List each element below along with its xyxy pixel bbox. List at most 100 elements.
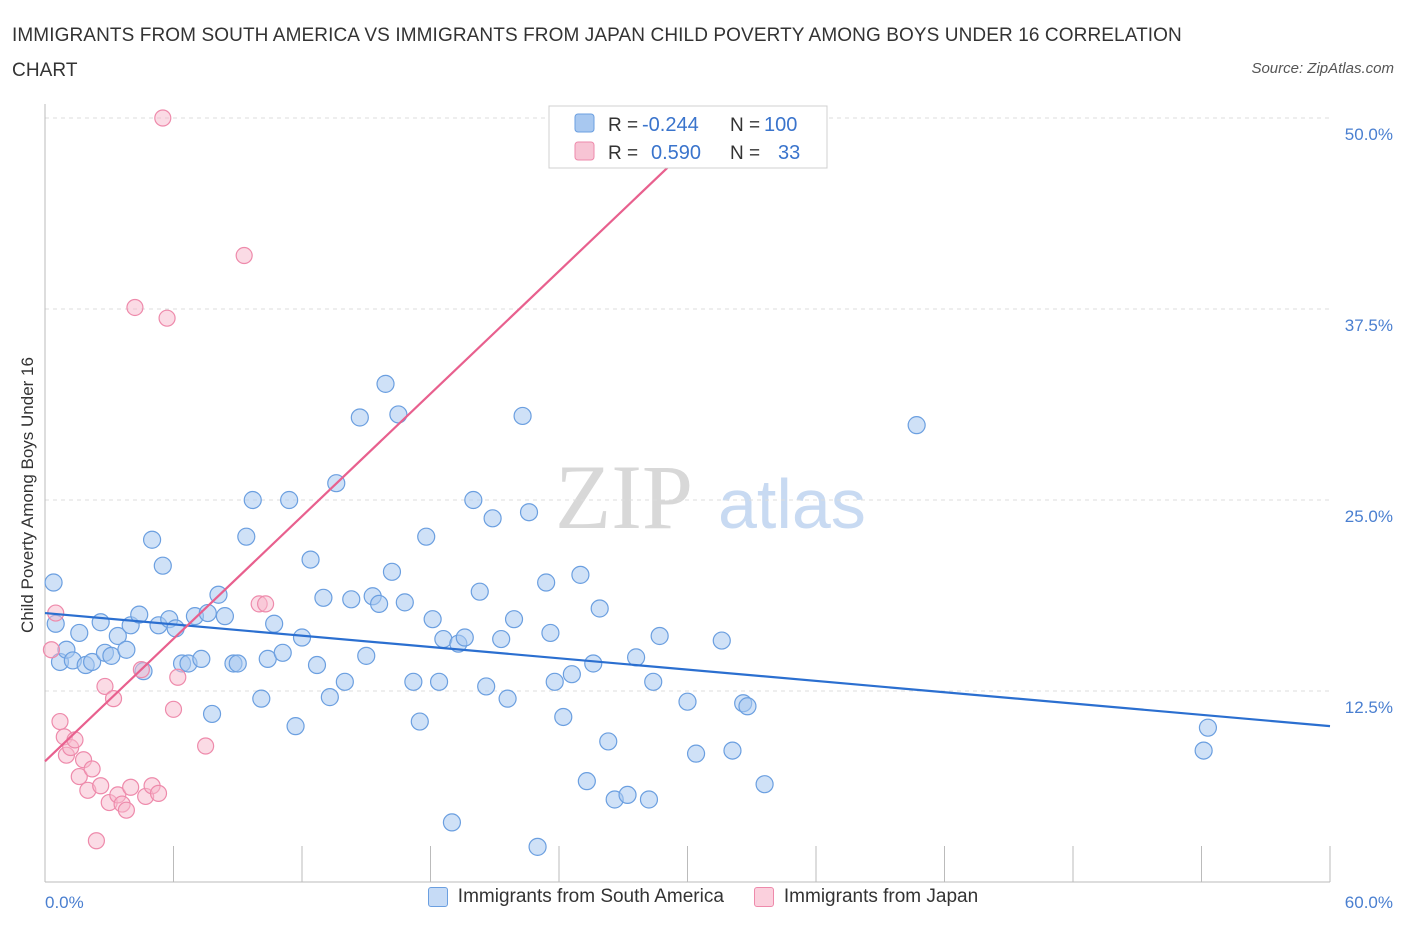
- japan-point: [70, 767, 88, 786]
- south-america-point: [442, 813, 462, 832]
- south-america-point: [545, 672, 564, 691]
- south-america-point: [498, 689, 517, 708]
- south-america-point: [470, 582, 489, 601]
- south-america-point: [537, 573, 556, 592]
- south-america-point: [382, 562, 402, 581]
- south-america-point: [335, 672, 354, 691]
- south-america-point: [301, 550, 320, 569]
- south-america-point: [389, 405, 408, 424]
- south-america-point: [584, 654, 603, 673]
- japan-point: [92, 777, 110, 795]
- south-america-point: [142, 530, 162, 549]
- south-america-point: [678, 692, 697, 711]
- south-america-point: [644, 672, 663, 691]
- south-america-point: [307, 655, 327, 675]
- south-america-point: [108, 626, 127, 646]
- watermark-atlas: atlas: [718, 465, 866, 543]
- legend-n-label-2: N =: [730, 143, 760, 164]
- south-america-point: [504, 610, 524, 629]
- south-america-point: [464, 490, 483, 510]
- south-america-point: [410, 712, 429, 731]
- japan-point: [256, 595, 275, 613]
- legend-r-label-1: R =: [608, 115, 638, 136]
- south-america-point: [273, 643, 292, 662]
- bottom-legend: Immigrants from South America Immigrants…: [0, 886, 1406, 908]
- south-america-points: [44, 374, 1218, 856]
- south-america-point: [83, 652, 102, 672]
- south-america-point: [314, 588, 333, 607]
- source-credit: Source: ZipAtlas.com: [1251, 60, 1394, 77]
- south-america-point: [519, 503, 539, 522]
- chart-title: IMMIGRANTS FROM SOUTH AMERICA VS IMMIGRA…: [12, 25, 1182, 81]
- japan-point: [51, 712, 69, 731]
- legend-swatch-south-america: [427, 887, 448, 907]
- south-america-point: [192, 649, 211, 669]
- south-america-point: [417, 527, 436, 546]
- south-america-point: [237, 527, 256, 546]
- south-america-point: [117, 640, 136, 659]
- japan-trend-line: [44, 117, 721, 763]
- japan-point: [117, 801, 135, 819]
- south-america-point: [599, 732, 618, 751]
- y-tick-label: 25.0%: [1345, 507, 1393, 526]
- y-tick-label: 50.0%: [1345, 125, 1393, 144]
- south-america-point: [320, 688, 339, 707]
- south-america-point: [370, 594, 389, 614]
- south-america-point: [477, 677, 496, 696]
- japan-point: [42, 641, 61, 659]
- south-america-point: [626, 648, 646, 667]
- south-america-point: [342, 590, 361, 609]
- south-america-point: [686, 744, 706, 763]
- south-america-point: [571, 565, 590, 584]
- japan-point: [87, 832, 106, 850]
- south-america-point: [243, 490, 262, 510]
- legend-n-value-1: 100: [764, 114, 797, 136]
- x-tick-label: 0.0%: [45, 893, 84, 912]
- south-america-point: [252, 689, 271, 708]
- south-america-point: [434, 629, 453, 649]
- south-america-point: [618, 785, 637, 805]
- south-america-point: [357, 646, 376, 665]
- south-america-point: [577, 772, 596, 791]
- japan-point: [164, 700, 183, 718]
- south-america-point: [738, 697, 757, 716]
- japan-point: [104, 690, 123, 708]
- south-america-point: [455, 628, 474, 647]
- japan-point: [158, 309, 176, 327]
- south-america-point: [907, 416, 926, 435]
- legend-swatch-pink: [574, 141, 595, 161]
- south-america-point: [153, 556, 172, 575]
- y-tick-label: 12.5%: [1345, 698, 1393, 717]
- south-america-point: [528, 837, 547, 856]
- legend-r-value-2: 0.590: [651, 142, 701, 164]
- south-america-point: [166, 619, 185, 638]
- south-america-point: [712, 631, 731, 650]
- south-america-point: [280, 490, 299, 510]
- south-america-point: [429, 672, 449, 691]
- legend-label-south-america: Immigrants from South America: [457, 886, 724, 907]
- south-america-point: [590, 599, 609, 618]
- legend-swatch-blue: [574, 113, 595, 133]
- south-america-point: [44, 573, 63, 592]
- south-america-point: [513, 406, 532, 426]
- legend-box: [548, 105, 828, 169]
- japan-point: [122, 778, 140, 796]
- south-america-point: [423, 610, 442, 629]
- south-america-point: [483, 509, 502, 528]
- japan-point: [83, 760, 101, 778]
- legend-item-south-america: Immigrants from South America: [427, 886, 724, 908]
- japan-point: [149, 784, 168, 802]
- south-america-point: [1194, 741, 1213, 760]
- x-tick-labels: 0.0% 60.0%: [45, 893, 1393, 912]
- south-america-point: [376, 374, 395, 393]
- y-axis-label: Child Poverty Among Boys Under 16: [18, 357, 37, 633]
- south-america-point: [130, 605, 149, 624]
- legend-item-japan: Immigrants from Japan: [753, 886, 979, 908]
- legend-label-japan: Immigrants from Japan: [783, 886, 979, 907]
- legend-r-value-1: -0.244: [642, 114, 699, 136]
- axes: [44, 104, 1331, 883]
- trend-lines: [44, 117, 1331, 763]
- south-america-point: [755, 775, 774, 794]
- south-america-point: [228, 654, 247, 673]
